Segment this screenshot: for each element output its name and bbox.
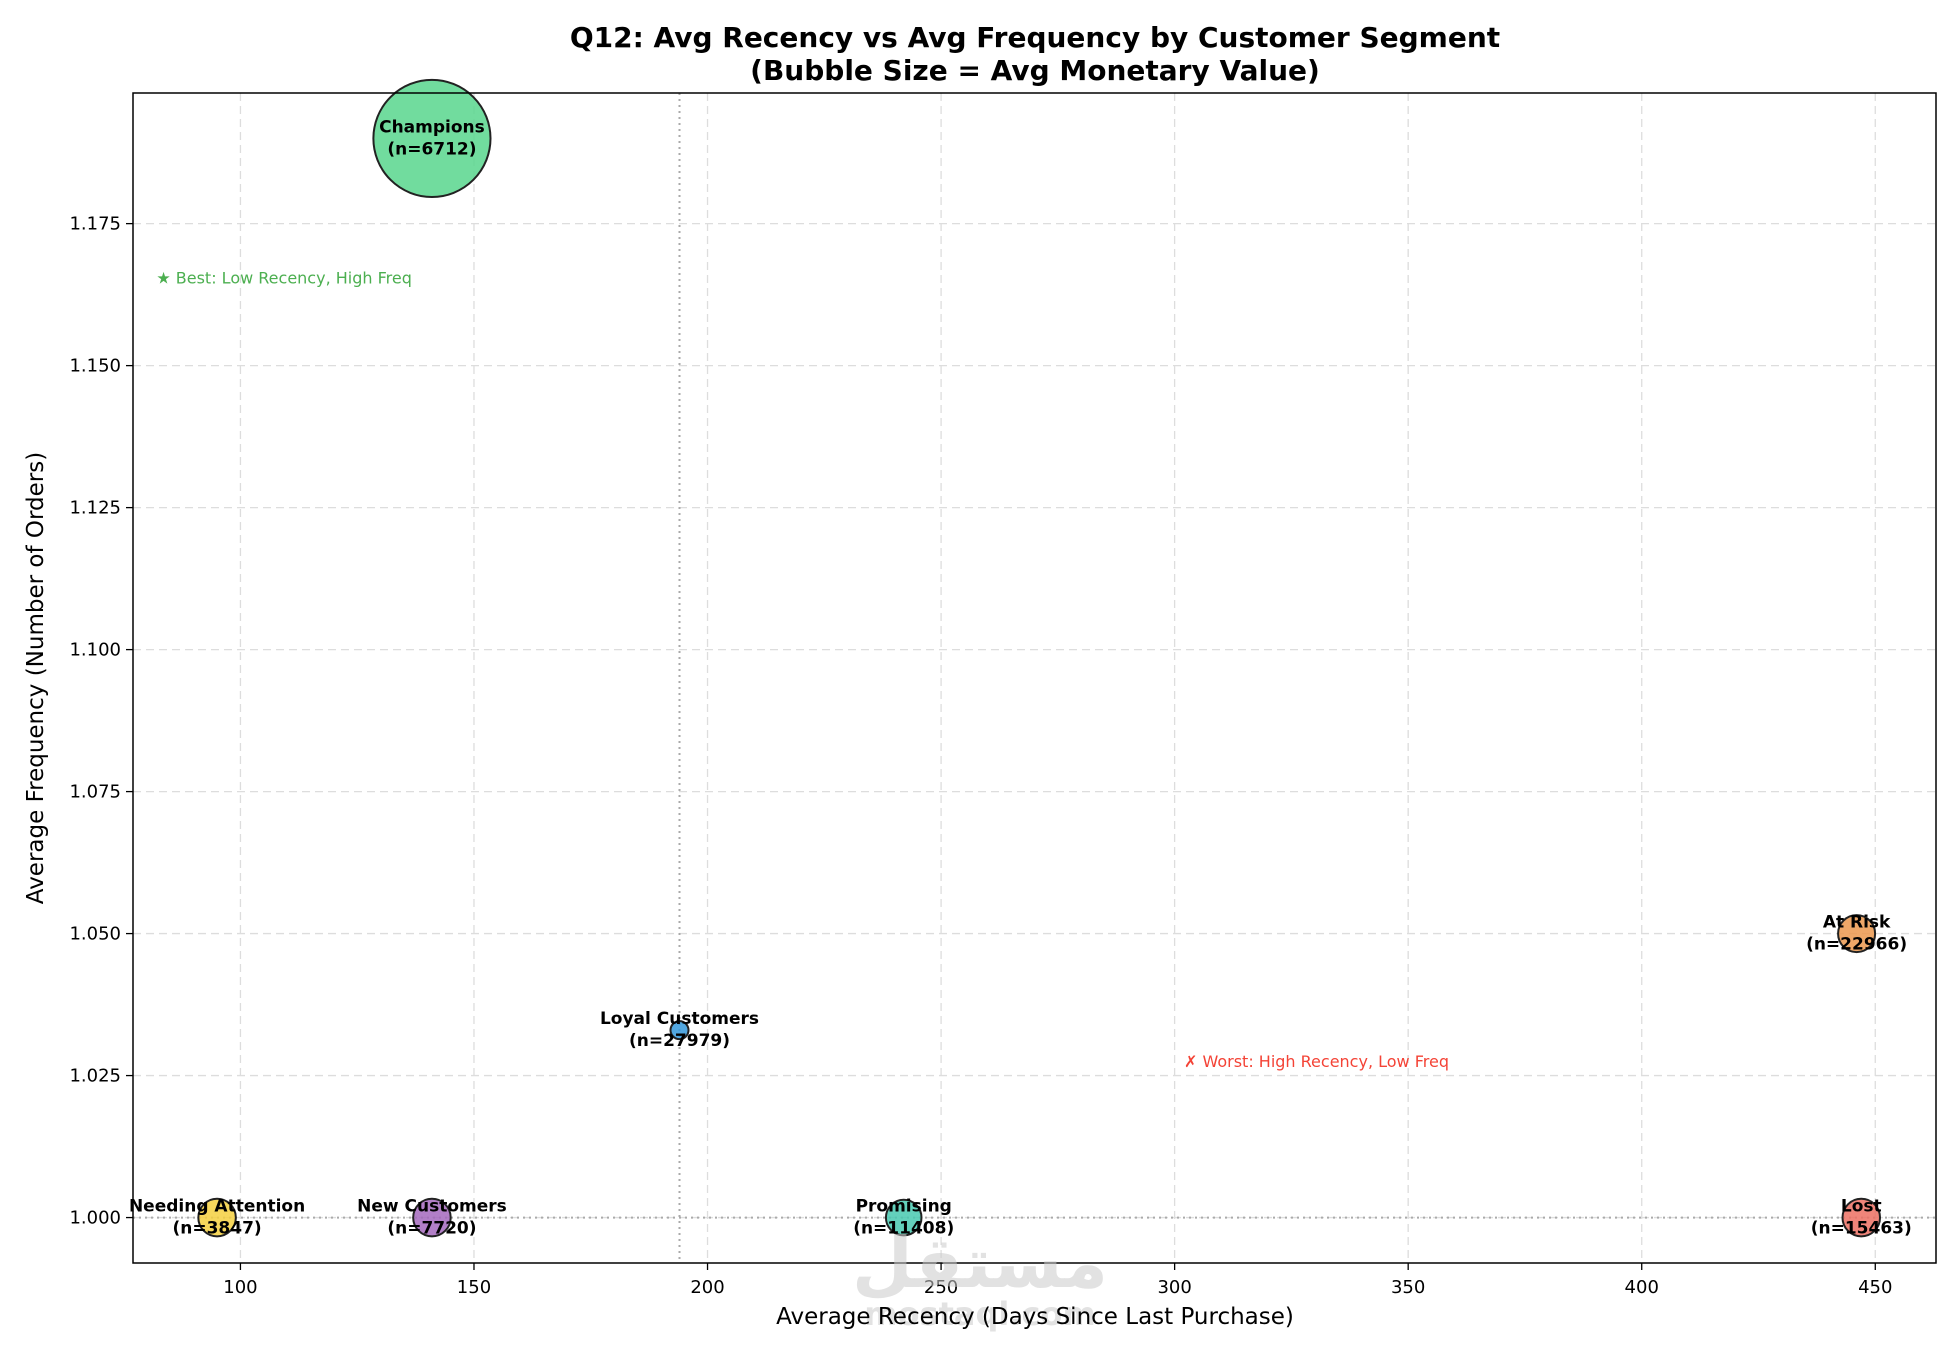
x-tick-label: 300 [1157, 1277, 1191, 1298]
watermark-url: mostaql.com [864, 1295, 1096, 1333]
bubble-label-needing-attention: Needing Attention [129, 1197, 305, 1217]
bubble-count-promising: (n=11408) [853, 1219, 954, 1239]
y-tick-label: 1.150 [69, 356, 121, 377]
chart-title: Q12: Avg Recency vs Avg Frequency by Cus… [570, 21, 1500, 54]
x-tick-label: 200 [690, 1277, 724, 1298]
annotations: ★ Best: Low Recency, High Freq ✗ Worst: H… [156, 268, 1449, 1071]
bubble-label-promising: Promising [856, 1197, 952, 1217]
watermark-arabic: مستقل [852, 1222, 1108, 1304]
bubble-count-new-customers: (n=7720) [387, 1219, 476, 1239]
x-tick-label: 100 [223, 1277, 257, 1298]
y-tick-label: 1.050 [69, 924, 121, 945]
bubble-lost [1841, 1197, 1882, 1238]
annotation-worst: ✗ Worst: High Recency, Low Freq [1184, 1052, 1449, 1071]
y-tick-label: 1.025 [69, 1066, 121, 1087]
y-tick-label: 1.075 [69, 782, 121, 803]
x-tick-label: 450 [1858, 1277, 1892, 1298]
bubble-at-risk [1837, 914, 1877, 954]
bubble-needing-attention [197, 1197, 237, 1238]
bubble-label-loyal-customers: Loyal Customers [600, 1009, 759, 1029]
axis-ticks: 100 150 200 250 300 350 400 450 1.000 1.025 1.050 1… [69, 214, 1892, 1298]
y-tick-label: 1.000 [69, 1208, 121, 1229]
x-tick-label: 400 [1625, 1277, 1659, 1298]
bubble-champions [372, 78, 492, 198]
x-axis-label: Average Recency (Days Since Last Purchas… [776, 1304, 1294, 1330]
x-tick-label: 150 [457, 1277, 491, 1298]
bubble-count-loyal-customers: (n=27979) [629, 1031, 730, 1051]
bubble-loyal-customers [669, 1020, 690, 1041]
bubble-count-needing-attention: (n=3847) [172, 1219, 261, 1239]
y-tick-label: 1.125 [69, 498, 121, 519]
grid-lines [133, 93, 1936, 1263]
bubble-labels: Champions(n=6712) Loyal Customers(n=27979… [129, 117, 1912, 1238]
bubble-count-at-risk: (n=22966) [1806, 935, 1907, 955]
annotation-best: ★ Best: Low Recency, High Freq [156, 268, 412, 287]
chart-subtitle: (Bubble Size = Avg Monetary Value) [750, 54, 1320, 87]
y-tick-label: 1.100 [69, 640, 121, 661]
bubble-label-new-customers: New Customers [357, 1197, 507, 1217]
bubble-label-champions: Champions [379, 117, 485, 137]
bubble-label-lost: Lost [1841, 1197, 1882, 1217]
y-axis-label: Average Frequency (Number of Orders) [23, 452, 49, 904]
plot-frame [132, 92, 1937, 1264]
x-tick-label: 250 [924, 1277, 958, 1298]
y-tick-label: 1.175 [69, 214, 121, 235]
bubble-label-at-risk: At Risk [1823, 913, 1891, 933]
x-tick-label: 350 [1391, 1277, 1425, 1298]
bubble-count-lost: (n=15463) [1811, 1219, 1912, 1239]
watermark: مستقل mostaql.com [852, 1222, 1108, 1333]
bubbles [197, 78, 1882, 1238]
bubble-count-champions: (n=6712) [387, 139, 476, 159]
bubble-promising [884, 1198, 923, 1237]
bubble-new-customers [412, 1197, 452, 1238]
